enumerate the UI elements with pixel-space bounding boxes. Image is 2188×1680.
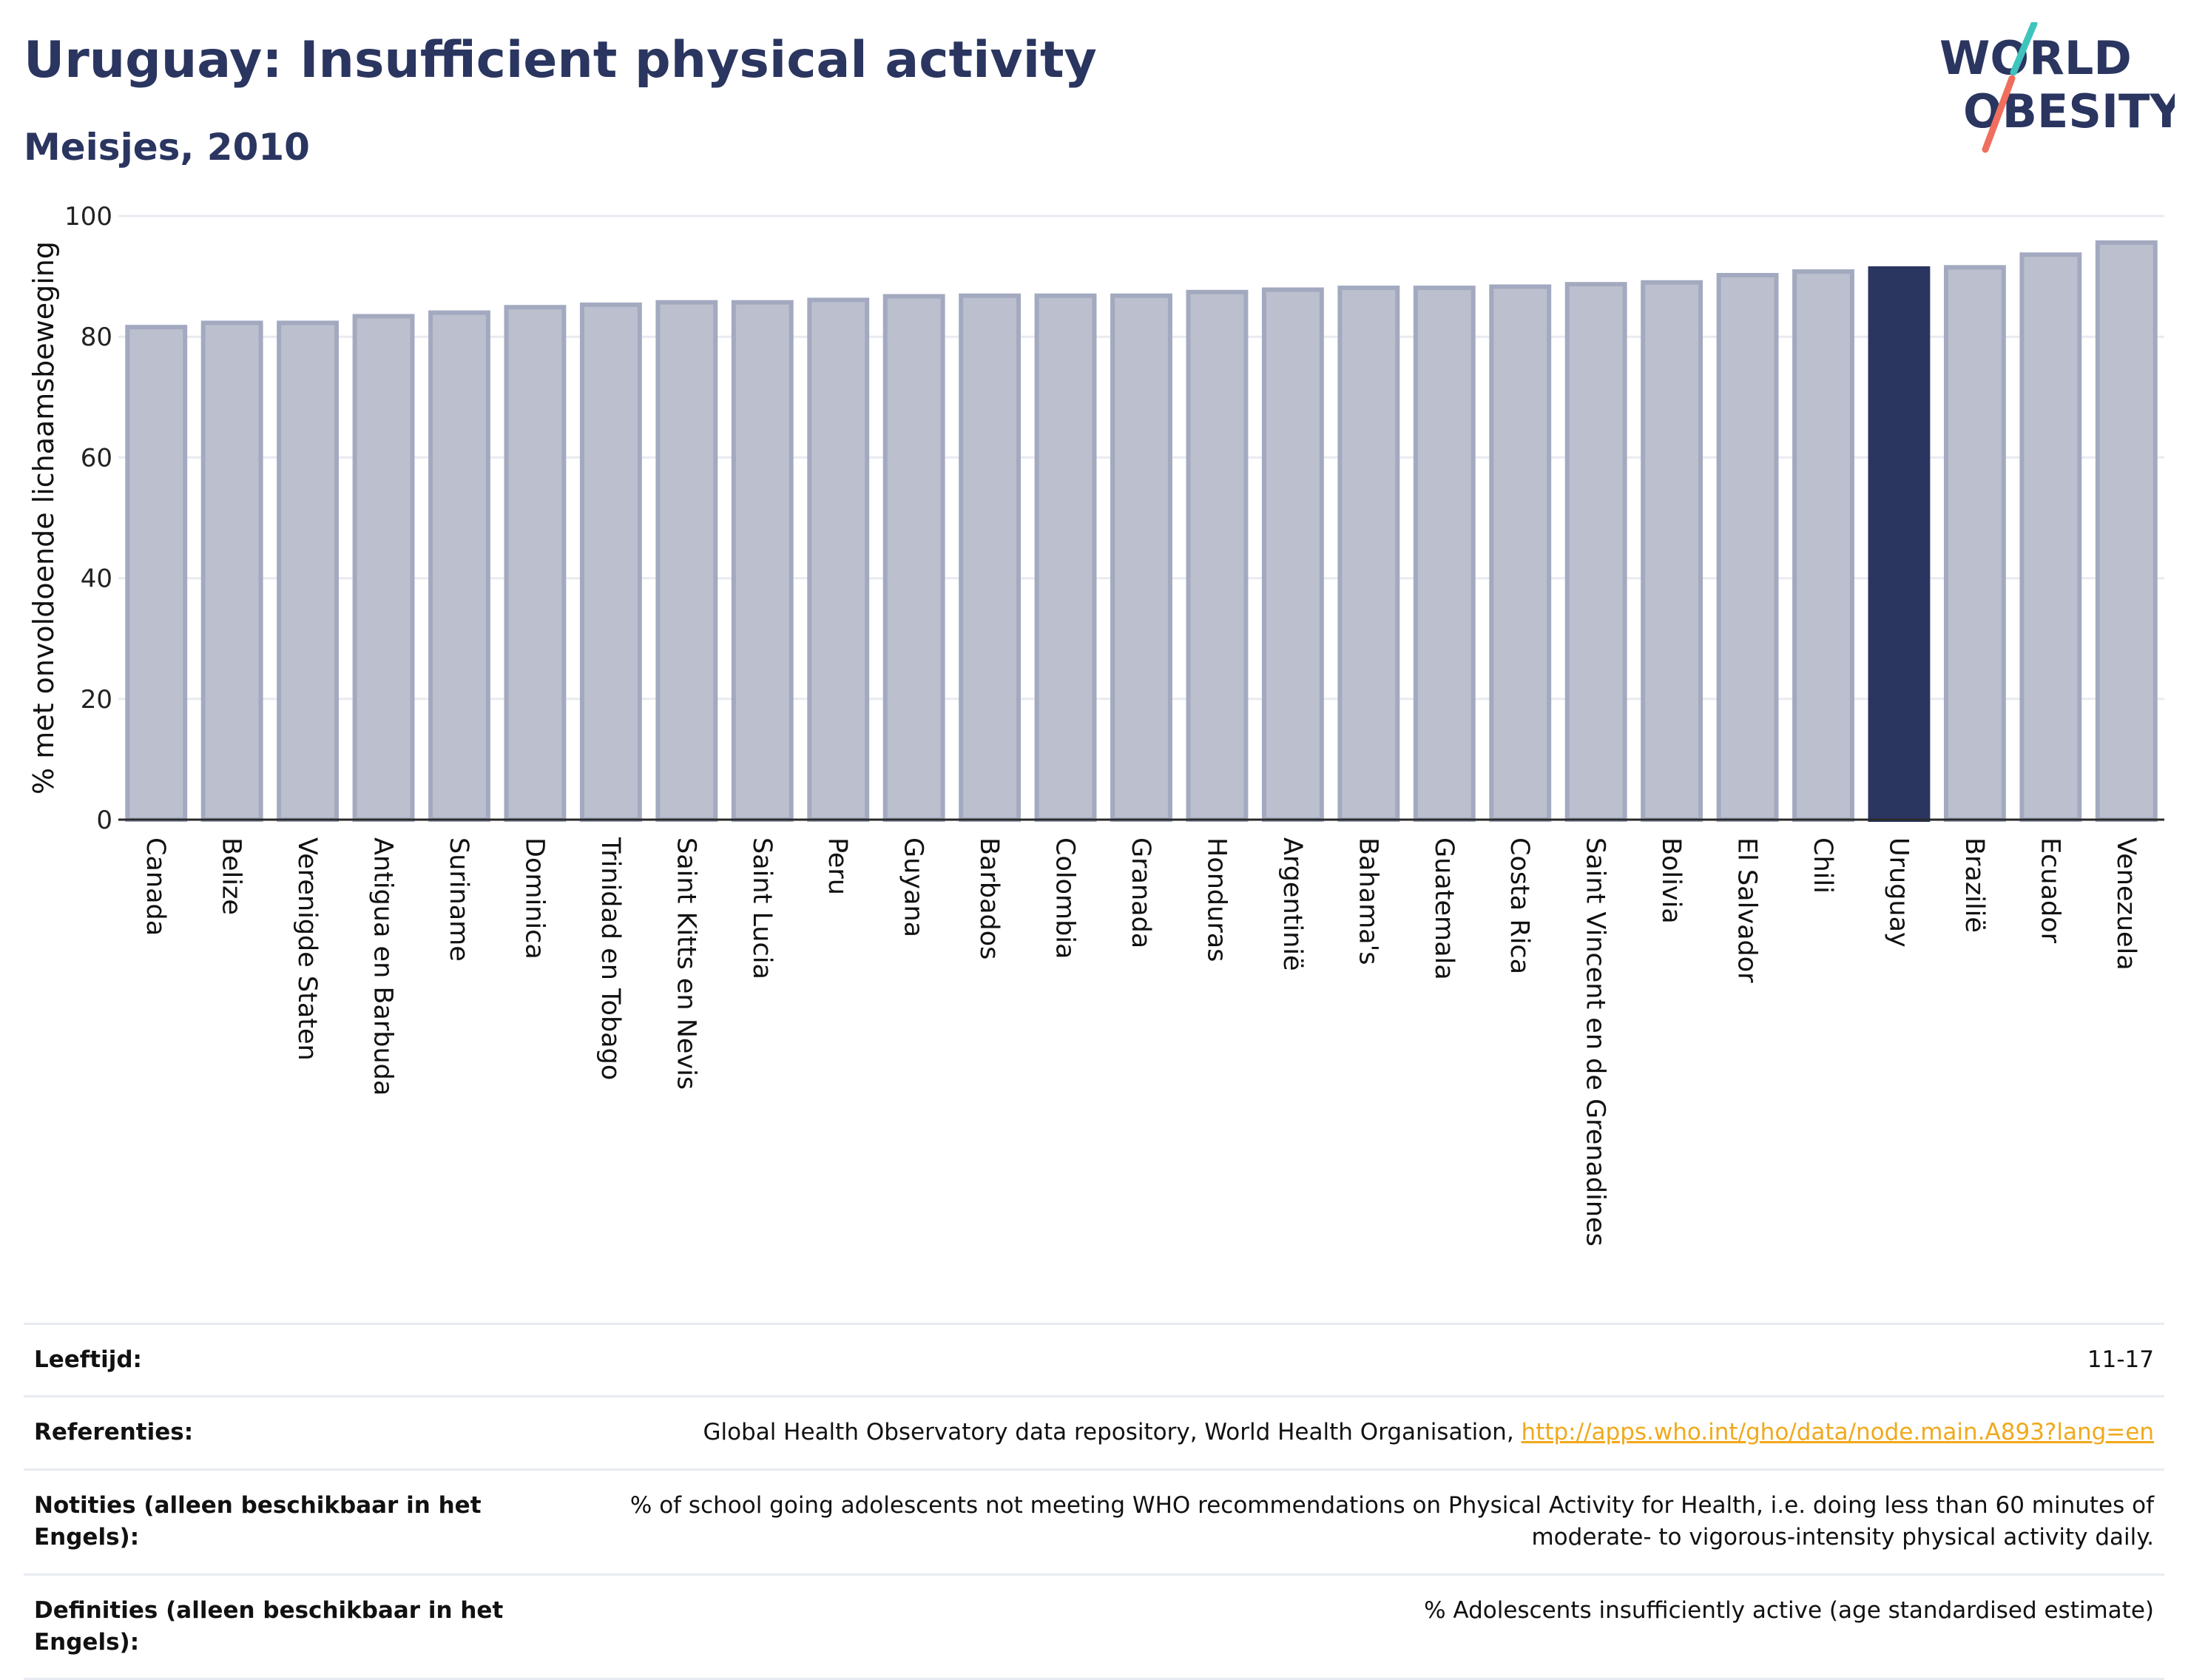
info-row: Definities (alleen beschikbaar in het En… bbox=[24, 1573, 2164, 1680]
bar bbox=[1034, 293, 1097, 823]
info-value-text: % Adolescents insufficiently active (age… bbox=[1424, 1596, 2154, 1624]
logo-word-world: WORLD bbox=[1939, 31, 2132, 85]
bar bbox=[882, 294, 945, 822]
x-tick-label: Saint Lucia bbox=[747, 837, 777, 979]
info-value: 11-17 bbox=[507, 1322, 2164, 1398]
bar bbox=[1716, 272, 1779, 822]
bar bbox=[428, 310, 490, 822]
y-tick-label: 0 bbox=[96, 806, 112, 835]
info-table: Leeftijd: 11-17 Referenties: Global Health … bbox=[24, 1322, 2164, 1680]
x-tick-label: Suriname bbox=[444, 837, 473, 962]
info-value: % Adolescents insufficiently active (age… bbox=[507, 1573, 2164, 1680]
x-tick-label: Venezuela bbox=[2111, 837, 2141, 971]
x-tick-label: Colombia bbox=[1050, 837, 1080, 959]
logo-slash-teal bbox=[2010, 22, 2038, 76]
bar bbox=[352, 314, 415, 822]
x-tick-label: Ecuador bbox=[2035, 837, 2064, 944]
bar bbox=[731, 300, 794, 822]
x-tick-label: Granada bbox=[1126, 837, 1155, 948]
y-tick-label: 100 bbox=[64, 202, 112, 232]
info-value-text: 11-17 bbox=[2087, 1346, 2154, 1373]
x-tick-label: Verenigde Staten bbox=[292, 837, 322, 1061]
x-tick-label: Canada bbox=[141, 837, 170, 936]
info-value: Global Health Observatory data repositor… bbox=[507, 1395, 2164, 1471]
x-tick-label: Honduras bbox=[1201, 837, 1231, 962]
bar bbox=[1186, 289, 1249, 823]
x-tick-label: El Salvador bbox=[1732, 837, 1762, 983]
x-tick-label: Trinidad en Tobago bbox=[595, 837, 625, 1080]
info-row: Referenties: Global Health Observatory da… bbox=[24, 1395, 2164, 1471]
x-tick-label: Bahama's bbox=[1353, 837, 1382, 965]
x-tick-label: Bolivia bbox=[1656, 837, 1686, 924]
info-label: Notities (alleen beschikbaar in het Enge… bbox=[24, 1468, 507, 1576]
info-label: Leeftijd: bbox=[24, 1322, 507, 1398]
chart-subtitle: Meisjes, 2010 bbox=[24, 126, 310, 169]
world-obesity-logo: WORLD OBESITY bbox=[1939, 22, 2175, 153]
x-tick-label: Dominica bbox=[519, 837, 549, 959]
bar bbox=[504, 305, 567, 822]
x-tick-label: Guyana bbox=[899, 837, 928, 937]
x-tick-label: Peru bbox=[823, 837, 852, 895]
chart-title: Uruguay: Insufficient physical activity bbox=[24, 31, 1097, 90]
info-value-text: % of school going adolescents not meetin… bbox=[629, 1491, 2154, 1551]
bar bbox=[2019, 252, 2082, 822]
bar bbox=[1413, 286, 1476, 822]
y-tick-label: 80 bbox=[81, 323, 112, 352]
x-tick-label: Chili bbox=[1808, 837, 1837, 894]
bar bbox=[807, 297, 870, 822]
y-tick-label: 20 bbox=[81, 685, 112, 715]
bar bbox=[1110, 293, 1172, 823]
info-row: Leeftijd: 11-17 bbox=[24, 1322, 2164, 1398]
bar-chart: 0 20 40 60 80 100% met onvoldoende lichaamsbe… bbox=[27, 202, 2164, 1246]
x-tick-label: Barbados bbox=[974, 837, 1004, 959]
bar bbox=[2095, 240, 2158, 822]
bar bbox=[579, 302, 642, 822]
logo-slash-coral bbox=[1982, 75, 2016, 153]
bar bbox=[655, 300, 718, 822]
x-tick-label: Brazilië bbox=[1959, 837, 1989, 933]
bar bbox=[1337, 286, 1400, 822]
info-label: Referenties: bbox=[24, 1395, 507, 1471]
bar bbox=[1792, 269, 1854, 822]
bar-highlighted bbox=[1868, 266, 1931, 822]
bar bbox=[1641, 280, 1704, 822]
info-value-text: Global Health Observatory data repositor… bbox=[703, 1419, 1522, 1446]
bar bbox=[1261, 287, 1324, 822]
x-tick-label: Saint Kitts en Nevis bbox=[671, 837, 700, 1090]
bar bbox=[1943, 265, 2006, 822]
reference-link[interactable]: http://apps.who.int/gho/data/node.main.A… bbox=[1521, 1419, 2154, 1446]
bar bbox=[959, 293, 1022, 823]
x-tick-label: Guatemala bbox=[1429, 837, 1459, 980]
x-tick-label: Saint Vincent en de Grenadines bbox=[1581, 837, 1610, 1246]
bar bbox=[1489, 284, 1552, 822]
y-tick-label: 60 bbox=[81, 443, 112, 473]
info-value: % of school going adolescents not meetin… bbox=[507, 1468, 2164, 1576]
bar bbox=[1564, 282, 1627, 822]
y-axis-label: % met onvoldoende lichaamsbeweging bbox=[27, 241, 60, 795]
info-label: Definities (alleen beschikbaar in het En… bbox=[24, 1573, 507, 1680]
bar bbox=[125, 325, 188, 823]
x-tick-label: Antigua en Barbuda bbox=[368, 837, 398, 1096]
bar bbox=[200, 320, 263, 822]
x-tick-label: Argentinië bbox=[1277, 837, 1307, 971]
info-row: Notities (alleen beschikbaar in het Enge… bbox=[24, 1468, 2164, 1576]
x-tick-label: Belize bbox=[217, 837, 246, 915]
x-tick-label: Uruguay bbox=[1883, 837, 1913, 948]
y-tick-label: 40 bbox=[81, 564, 112, 594]
x-tick-label: Costa Rica bbox=[1505, 837, 1534, 974]
bar bbox=[277, 320, 340, 822]
